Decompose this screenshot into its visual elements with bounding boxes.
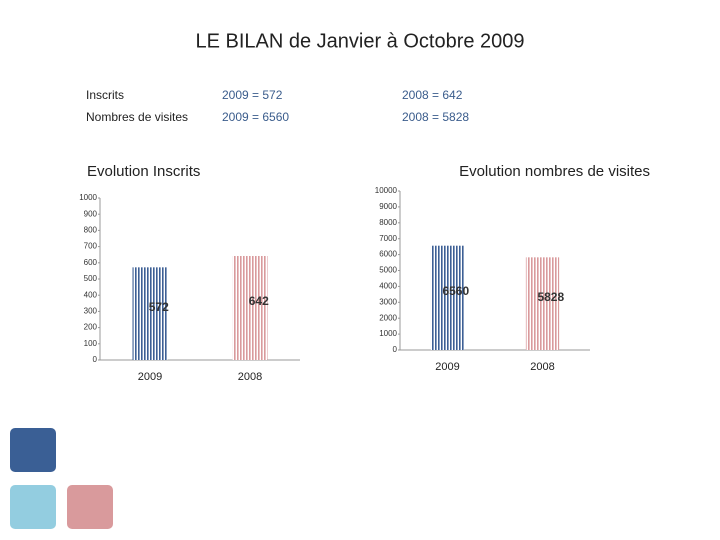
bar bbox=[430, 245, 465, 350]
y-tick-label: 2000 bbox=[379, 313, 397, 322]
y-tick-label: 700 bbox=[84, 242, 98, 251]
y-tick-label: 4000 bbox=[379, 282, 397, 291]
deco-square bbox=[10, 428, 56, 472]
y-tick-label: 1000 bbox=[79, 193, 97, 202]
stat-label: Nombres de visites bbox=[86, 110, 188, 124]
y-tick-label: 3000 bbox=[379, 297, 397, 306]
y-tick-label: 6000 bbox=[379, 250, 397, 259]
x-tick-label: 2009 bbox=[138, 371, 162, 383]
stat-value: 2008 = 642 bbox=[402, 88, 463, 102]
y-tick-label: 9000 bbox=[379, 202, 397, 211]
slide-title: LE BILAN de Janvier à Octobre 2009 bbox=[195, 30, 524, 52]
y-tick-label: 0 bbox=[393, 345, 398, 354]
y-tick-label: 5000 bbox=[379, 266, 397, 275]
data-label: 642 bbox=[249, 294, 269, 308]
y-tick-label: 900 bbox=[84, 209, 98, 218]
y-tick-label: 400 bbox=[84, 290, 98, 299]
y-tick-label: 10000 bbox=[375, 186, 398, 195]
bar bbox=[525, 257, 560, 350]
stat-value: 2009 = 6560 bbox=[222, 110, 289, 124]
y-tick-label: 0 bbox=[93, 355, 98, 364]
y-tick-label: 600 bbox=[84, 258, 98, 267]
chart-title: Evolution Inscrits bbox=[87, 163, 200, 180]
bar bbox=[132, 267, 168, 360]
deco-square bbox=[67, 485, 113, 529]
x-tick-label: 2008 bbox=[238, 371, 262, 383]
y-tick-label: 800 bbox=[84, 226, 98, 235]
y-tick-label: 7000 bbox=[379, 234, 397, 243]
bar bbox=[232, 255, 268, 360]
y-tick-label: 8000 bbox=[379, 218, 397, 227]
data-label: 5828 bbox=[537, 290, 564, 304]
y-tick-label: 500 bbox=[84, 274, 98, 283]
data-label: 6560 bbox=[442, 284, 469, 298]
data-label: 572 bbox=[149, 300, 169, 314]
x-tick-label: 2008 bbox=[530, 361, 554, 373]
y-tick-label: 300 bbox=[84, 307, 98, 316]
y-tick-label: 100 bbox=[84, 339, 98, 348]
chart-title: Evolution nombres de visites bbox=[459, 163, 650, 180]
stat-value: 2008 = 5828 bbox=[402, 110, 469, 124]
y-tick-label: 200 bbox=[84, 323, 98, 332]
y-tick-label: 1000 bbox=[379, 329, 397, 338]
stat-label: Inscrits bbox=[86, 88, 124, 102]
deco-square bbox=[10, 485, 56, 529]
x-tick-label: 2009 bbox=[435, 361, 459, 373]
stat-value: 2009 = 572 bbox=[222, 88, 283, 102]
